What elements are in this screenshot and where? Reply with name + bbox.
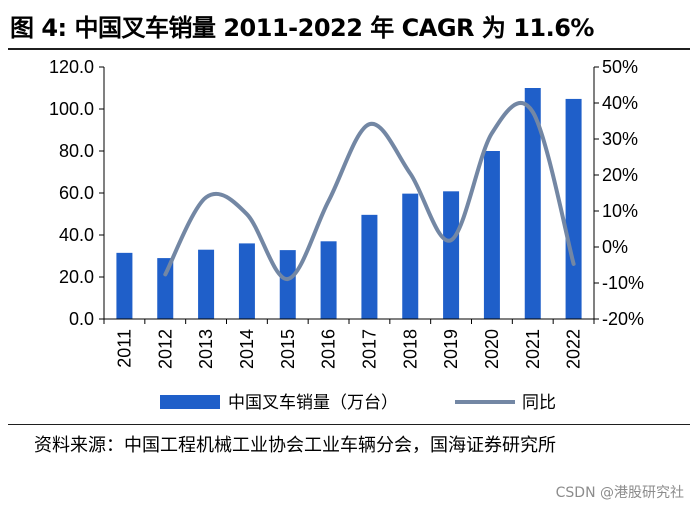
- right-tick-label: 10%: [602, 201, 638, 221]
- title-divider: [8, 48, 690, 50]
- bar-2013: [198, 249, 215, 319]
- bar-2021: [524, 88, 541, 319]
- watermark: CSDN @港股研究社: [555, 485, 684, 501]
- x-tick-label: 2013: [196, 329, 216, 369]
- bar-2016: [320, 241, 337, 319]
- bar-2015: [279, 250, 296, 319]
- x-tick-label: 2016: [319, 329, 339, 369]
- chart: 0.0 20.0 40.0 60.0 80.0 100.0 120.0 -20% -10% 0% 1…: [49, 57, 644, 413]
- bar-2022: [565, 98, 582, 319]
- bar-2014: [238, 243, 255, 319]
- chart-title: 图 4: 中国叉车销量 2011-2022 年 CAGR 为 11.6%: [10, 14, 594, 42]
- x-tick-label: 2012: [155, 329, 175, 369]
- x-tick-label: 2018: [400, 329, 420, 369]
- bar-2011: [116, 252, 133, 319]
- left-tick-label: 100.0: [49, 99, 94, 119]
- left-tick-label: 60.0: [59, 183, 94, 203]
- bar-2018: [402, 193, 419, 319]
- left-tick-label: 80.0: [59, 141, 94, 161]
- x-tick-label: 2020: [482, 329, 502, 369]
- right-tick-label: 20%: [602, 165, 638, 185]
- legend-bar-swatch: [160, 395, 220, 409]
- right-tick-label: 40%: [602, 93, 638, 113]
- x-tick-label: 2017: [359, 329, 379, 369]
- left-tick-label: 0.0: [69, 309, 94, 329]
- x-tick-label: 2011: [114, 329, 134, 368]
- right-tick-label: 50%: [602, 57, 638, 77]
- right-tick-label: 30%: [602, 129, 638, 149]
- source-note: 资料来源：中国工程机械工业协会工业车辆分会，国海证券研究所: [34, 435, 556, 456]
- yoy-line: [163, 101, 576, 281]
- bar-2019: [443, 191, 460, 319]
- x-tick-label: 2019: [441, 329, 461, 369]
- x-tick-label: 2015: [278, 329, 298, 369]
- left-tick-label: 120.0: [49, 57, 94, 77]
- x-tick-label: 2022: [564, 329, 584, 369]
- right-tick-label: -10%: [602, 273, 644, 293]
- right-tick-label: 0%: [602, 237, 628, 257]
- legend-bar-label: 中国叉车销量（万台）: [228, 393, 398, 413]
- left-tick-label: 20.0: [59, 267, 94, 287]
- bar-2020: [483, 151, 500, 319]
- bar-2017: [361, 214, 378, 319]
- x-tick-label: 2021: [523, 329, 543, 369]
- right-tick-label: -20%: [602, 309, 644, 329]
- legend-line-label: 同比: [522, 393, 556, 413]
- source-divider: [8, 424, 690, 425]
- x-tick-label: 2014: [237, 329, 257, 369]
- bar-2012: [157, 258, 174, 319]
- left-tick-label: 40.0: [59, 225, 94, 245]
